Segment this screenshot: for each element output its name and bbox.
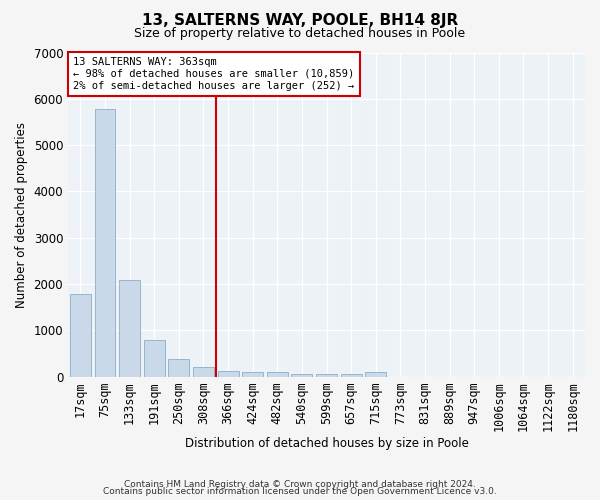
Bar: [169, 359, 189, 376]
Bar: [70, 294, 91, 376]
Bar: [242, 372, 263, 376]
Text: 13 SALTERNS WAY: 363sqm
← 98% of detached houses are smaller (10,859)
2% of semi: 13 SALTERNS WAY: 363sqm ← 98% of detache…: [73, 58, 355, 90]
Bar: [292, 374, 313, 376]
X-axis label: Distribution of detached houses by size in Poole: Distribution of detached houses by size …: [185, 437, 469, 450]
Y-axis label: Number of detached properties: Number of detached properties: [15, 122, 28, 308]
Bar: [95, 109, 115, 376]
Bar: [144, 340, 164, 376]
Text: Contains HM Land Registry data © Crown copyright and database right 2024.: Contains HM Land Registry data © Crown c…: [124, 480, 476, 489]
Text: Size of property relative to detached houses in Poole: Size of property relative to detached ho…: [134, 28, 466, 40]
Text: Contains public sector information licensed under the Open Government Licence v3: Contains public sector information licen…: [103, 488, 497, 496]
Bar: [193, 367, 214, 376]
Text: 13, SALTERNS WAY, POOLE, BH14 8JR: 13, SALTERNS WAY, POOLE, BH14 8JR: [142, 12, 458, 28]
Bar: [218, 372, 239, 376]
Bar: [341, 374, 362, 376]
Bar: [267, 372, 288, 376]
Bar: [316, 374, 337, 376]
Bar: [119, 280, 140, 376]
Bar: [365, 372, 386, 376]
